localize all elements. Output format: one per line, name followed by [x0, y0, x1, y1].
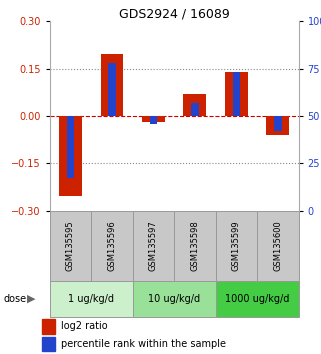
Bar [50, 211, 91, 281]
Bar [42, 337, 55, 351]
Bar [91, 211, 133, 281]
Bar [67, 116, 74, 178]
Text: GSM135596: GSM135596 [108, 221, 117, 272]
Text: 10 ug/kg/d: 10 ug/kg/d [148, 294, 200, 304]
Text: GSM135598: GSM135598 [190, 221, 199, 272]
Text: dose: dose [3, 294, 26, 304]
Bar [191, 103, 199, 116]
Bar [59, 116, 82, 196]
Bar [233, 72, 240, 116]
Text: percentile rank within the sample: percentile rank within the sample [61, 339, 226, 349]
Bar [225, 72, 248, 116]
Bar [150, 116, 157, 124]
Bar [133, 211, 174, 281]
Bar [174, 211, 216, 281]
Text: GSM135600: GSM135600 [273, 221, 282, 272]
Text: GSM135599: GSM135599 [232, 221, 241, 272]
Bar [266, 116, 289, 135]
Bar [100, 55, 123, 116]
Bar [257, 211, 299, 281]
Bar [184, 94, 206, 116]
Bar [274, 116, 282, 131]
Bar [216, 211, 257, 281]
Text: GSM135597: GSM135597 [149, 221, 158, 272]
Text: 1000 ug/kg/d: 1000 ug/kg/d [225, 294, 289, 304]
Text: GSM135595: GSM135595 [66, 221, 75, 272]
Bar [142, 116, 165, 122]
Bar [216, 281, 299, 317]
Text: log2 ratio: log2 ratio [61, 321, 108, 331]
Title: GDS2924 / 16089: GDS2924 / 16089 [119, 7, 230, 20]
Bar [108, 63, 116, 116]
Bar [133, 281, 216, 317]
Text: ▶: ▶ [27, 294, 36, 304]
Bar [42, 319, 55, 333]
Text: 1 ug/kg/d: 1 ug/kg/d [68, 294, 114, 304]
Bar [50, 281, 133, 317]
